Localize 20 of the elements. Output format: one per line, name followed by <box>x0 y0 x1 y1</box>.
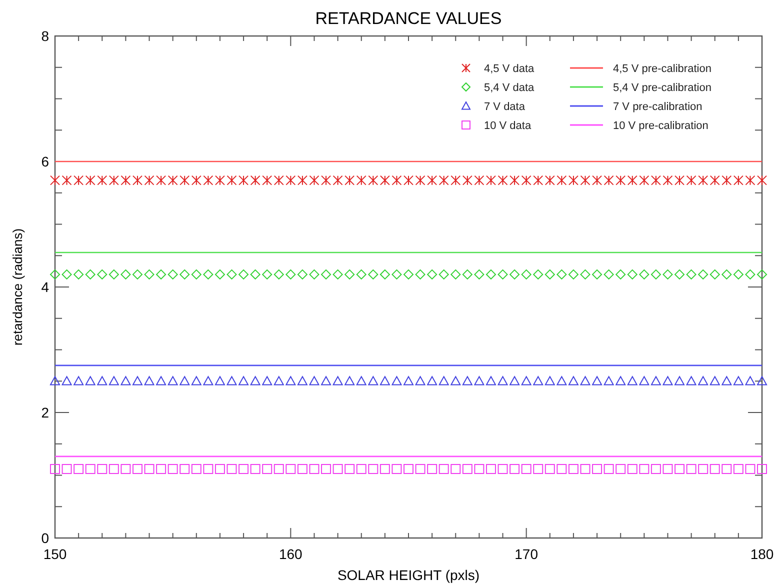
legend-label: 7 V data <box>484 101 526 113</box>
legend-label: 10 V data <box>484 120 532 132</box>
y-tick-label: 8 <box>41 28 50 44</box>
x-tick-label: 170 <box>514 546 538 562</box>
x-tick-label: 150 <box>43 546 67 562</box>
legend-label: 10 V pre-calibration <box>613 120 708 132</box>
x-tick-label: 180 <box>750 546 774 562</box>
legend-label: 4,5 V data <box>484 63 536 75</box>
legend-label: 5,4 V data <box>484 82 536 94</box>
y-tick-label: 0 <box>41 530 50 546</box>
legend-label: 7 V pre-calibration <box>613 101 702 113</box>
legend-label: 5,4 V pre-calibration <box>613 82 712 94</box>
y-tick-label: 6 <box>41 154 50 170</box>
y-axis-title: retardance (radians) <box>10 228 25 346</box>
legend-label: 4,5 V pre-calibration <box>613 63 712 75</box>
x-tick-label: 160 <box>278 546 303 562</box>
y-tick-label: 4 <box>41 279 50 295</box>
x-axis-title: SOLAR HEIGHT (pxls) <box>337 567 480 583</box>
y-tick-label: 2 <box>41 404 50 420</box>
chart-title: RETARDANCE VALUES <box>315 9 502 28</box>
